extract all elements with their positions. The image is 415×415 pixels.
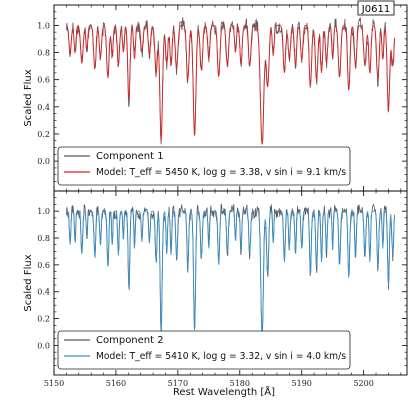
- y-tick-label: 1.0: [37, 207, 50, 216]
- x-tick-label: 5170: [168, 379, 188, 388]
- legend-box: [57, 146, 351, 186]
- y-tick-label: 0.8: [37, 49, 50, 58]
- x-tick-label: 5180: [230, 379, 250, 388]
- legend-label-observed: Component 2: [96, 335, 164, 346]
- y-tick-label: 0.4: [37, 288, 50, 297]
- y-tick-label: 0.0: [37, 341, 50, 350]
- legend: Component 2 Model: T_eff = 5410 K, log g …: [57, 330, 351, 370]
- model-spectrum-line: [66, 210, 396, 335]
- y-tick-label: 0.4: [37, 103, 50, 112]
- legend-box: [57, 330, 351, 370]
- legend-label-observed: Component 1: [96, 151, 164, 162]
- x-tick-label: 5160: [106, 379, 126, 388]
- top-panel: 0.0 0.2 0.4 0.6 0.8 1.0 Component 1 Model: T_ef…: [37, 4, 408, 192]
- x-tick-label: 5150: [44, 379, 64, 388]
- y-tick-label: 0.2: [37, 315, 50, 324]
- x-axis-title: Rest Wavelength [Å]: [173, 385, 275, 398]
- y-tick-label: 0.6: [37, 76, 50, 85]
- y-tick-label: 0.6: [37, 261, 50, 270]
- badge-label: J0611: [361, 4, 390, 15]
- y-axis-title-top: Scaled Flux: [23, 69, 34, 126]
- plot-frame: [53, 190, 408, 376]
- y-tick-label: 0.2: [37, 130, 50, 139]
- observed-spectrum-line: [65, 17, 396, 145]
- y-axis-title-bottom: Scaled Flux: [23, 254, 34, 311]
- legend-label-model: Model: T_eff = 5410 K, log g = 3.32, v s…: [96, 351, 346, 362]
- badge: J0611: [357, 0, 395, 16]
- legend-label-model: Model: T_eff = 5450 K, log g = 3.38, v s…: [96, 167, 346, 178]
- y-tick-label: 0.8: [37, 234, 50, 243]
- x-tick-label: 5190: [292, 379, 312, 388]
- y-tick-label: 1.0: [37, 21, 50, 30]
- observed-spectrum-line: [65, 203, 396, 339]
- y-tick-label: 0.0: [37, 157, 50, 166]
- x-tick-label: 5200: [353, 379, 373, 388]
- model-spectrum-line: [66, 24, 396, 145]
- bottom-panel: 0.0 0.2 0.4 0.6 0.8 1.0 5150 5160 5170 5180 5190 52…: [37, 190, 408, 388]
- legend: Component 1 Model: T_eff = 5450 K, log g …: [57, 146, 351, 186]
